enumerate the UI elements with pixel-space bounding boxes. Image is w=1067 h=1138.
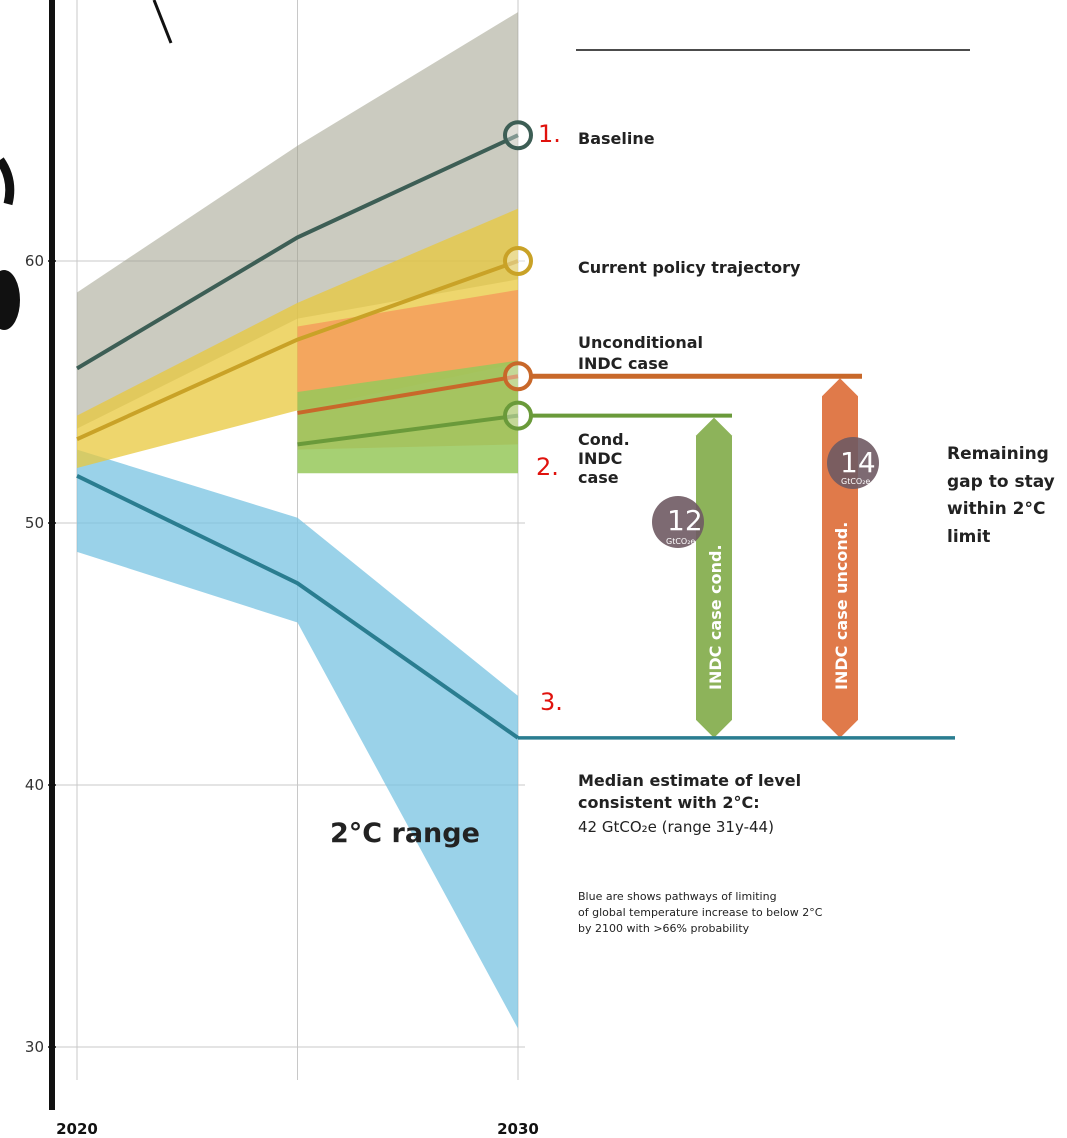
label-cond-2: INDC bbox=[578, 449, 622, 468]
median-label-2: consistent with 2°C: bbox=[578, 793, 760, 812]
gap-label-1: Remaining bbox=[947, 444, 1049, 464]
number-3: 3. bbox=[540, 688, 563, 716]
gap-circle-uncond bbox=[827, 437, 879, 489]
median-label-1: Median estimate of level bbox=[578, 771, 801, 790]
label-cond-1: Cond. bbox=[578, 430, 630, 449]
gap-uncond-value: 14 bbox=[840, 446, 876, 479]
note-line-2: of global temperature increase to below … bbox=[578, 906, 823, 919]
cropped-glyph-arc bbox=[0, 157, 15, 206]
bar-label-uncond: INDC case uncond. bbox=[832, 522, 851, 690]
cropped-stroke bbox=[152, 0, 173, 44]
number-1: 1. bbox=[538, 120, 561, 148]
median-label-3: 42 GtCO₂e (range 31y-44) bbox=[578, 818, 774, 836]
label-current-policy: Current policy trajectory bbox=[578, 258, 801, 277]
label-uncond-2: INDC case bbox=[578, 354, 669, 373]
end-marker-1 bbox=[503, 246, 533, 276]
number-2: 2. bbox=[536, 453, 559, 481]
band-4 bbox=[77, 449, 518, 1029]
decorations bbox=[0, 0, 970, 1110]
series-line-4 bbox=[76, 474, 520, 740]
label-2c-range: 2°C range bbox=[330, 818, 480, 849]
tick-label-x-2020: 2020 bbox=[56, 1120, 98, 1138]
tick-label-x-2030: 2030 bbox=[497, 1120, 539, 1138]
tick-label-y-30: 30 bbox=[25, 1038, 44, 1056]
gap-uncond-unit: GtCO₂e bbox=[841, 477, 870, 486]
gap-label-2: gap to stay bbox=[947, 472, 1055, 492]
cropped-glyph-dot bbox=[0, 270, 20, 330]
label-baseline: Baseline bbox=[578, 129, 655, 148]
band-3 bbox=[297, 360, 518, 474]
gap-bar-0 bbox=[696, 417, 732, 738]
series-line-3 bbox=[297, 413, 519, 447]
band-0 bbox=[77, 12, 518, 429]
gap-label-4: limit bbox=[947, 527, 990, 547]
tick-label-y-50: 50 bbox=[25, 514, 44, 532]
gap-label-3: within 2°C bbox=[947, 499, 1045, 519]
label-cond-3: case bbox=[578, 468, 619, 487]
note-line-3: by 2100 with >66% probability bbox=[578, 922, 750, 935]
gap-cond-unit: GtCO₂e bbox=[666, 537, 695, 546]
series-line-1 bbox=[76, 259, 519, 441]
end-marker-3 bbox=[503, 400, 533, 431]
label-uncond-1: Unconditional bbox=[578, 333, 703, 352]
gap-circle-cond bbox=[652, 496, 704, 548]
tick-label-y-40: 40 bbox=[25, 776, 44, 794]
axis-ticks: 30 40 50 60 2020 2030 bbox=[25, 252, 539, 1138]
bar-label-cond: INDC case cond. bbox=[706, 544, 725, 690]
tick-label-y-60: 60 bbox=[25, 252, 44, 270]
gap-cond-value: 12 bbox=[667, 504, 703, 537]
series-line-2 bbox=[297, 374, 519, 415]
series-line-0 bbox=[75, 133, 519, 371]
series-lines bbox=[75, 133, 520, 740]
note-line-1: Blue are shows pathways of limiting bbox=[578, 890, 777, 903]
end-marker-2 bbox=[503, 361, 533, 392]
end-marker-0 bbox=[503, 120, 533, 151]
